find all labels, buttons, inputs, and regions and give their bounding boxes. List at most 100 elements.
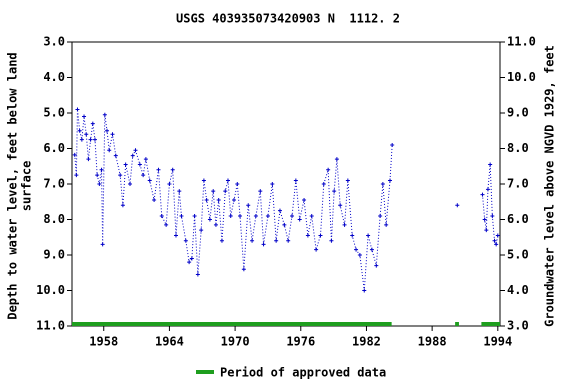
data-point xyxy=(95,173,100,178)
x-tick-label: 1976 xyxy=(286,335,315,349)
data-point xyxy=(384,222,389,227)
y-tick-label: 3.0 xyxy=(43,35,65,49)
data-point xyxy=(494,242,499,247)
data-point xyxy=(305,233,310,238)
y2-tick-label: 3.0 xyxy=(507,319,529,333)
data-point xyxy=(290,213,295,218)
data-point xyxy=(480,192,485,197)
data-point xyxy=(354,247,359,252)
y-tick-label: 6.0 xyxy=(43,141,65,155)
data-point xyxy=(97,182,102,186)
data-point xyxy=(485,187,490,192)
data-point xyxy=(495,233,500,238)
legend-label: Period of approved data xyxy=(220,366,386,380)
data-point xyxy=(99,167,104,172)
plot-frame xyxy=(71,41,501,327)
data-point xyxy=(159,213,164,218)
data-point xyxy=(357,253,362,257)
data-point xyxy=(387,178,392,183)
data-point xyxy=(167,182,172,186)
data-point xyxy=(123,162,128,167)
x-tick-label: 1958 xyxy=(89,335,118,349)
data-point xyxy=(133,148,138,153)
data-point xyxy=(216,197,221,202)
data-point xyxy=(141,173,146,178)
data-point xyxy=(228,213,233,218)
y-tick-label: 4.0 xyxy=(43,70,65,84)
y2-tick-label: 4.0 xyxy=(507,283,529,297)
data-point xyxy=(302,197,307,202)
data-point xyxy=(173,233,178,238)
data-point xyxy=(207,217,212,222)
data-point xyxy=(455,203,460,208)
data-point xyxy=(232,197,237,202)
data-point xyxy=(110,132,115,137)
data-point xyxy=(261,242,266,247)
data-point xyxy=(488,162,493,167)
data-point xyxy=(492,238,497,243)
data-point xyxy=(334,157,339,162)
data-point xyxy=(102,112,107,117)
data-point xyxy=(223,189,228,194)
data-point xyxy=(187,260,192,265)
approved-period xyxy=(481,322,500,326)
x-tick-label: 1988 xyxy=(418,335,447,349)
data-point xyxy=(82,114,87,119)
data-point xyxy=(286,238,291,243)
data-point xyxy=(211,189,216,194)
data-point xyxy=(84,132,89,137)
data-point xyxy=(152,197,157,202)
data-point xyxy=(72,152,77,157)
data-point xyxy=(482,217,487,222)
data-point xyxy=(484,228,489,233)
data-point xyxy=(258,189,263,194)
data-point xyxy=(189,256,194,261)
data-point xyxy=(137,162,142,167)
y-tick-label: 11.0 xyxy=(36,319,65,333)
data-point xyxy=(490,213,495,218)
y2-tick-label: 8.0 xyxy=(507,141,529,155)
data-point xyxy=(250,238,255,243)
y-axis-label: Depth to water level, feet below land xyxy=(6,52,20,319)
x-tick-label: 1994 xyxy=(483,335,512,349)
data-point xyxy=(105,128,110,133)
data-point xyxy=(143,157,148,162)
data-point xyxy=(100,242,105,247)
data-point xyxy=(192,213,197,218)
y2-tick-label: 7.0 xyxy=(507,177,529,191)
data-point xyxy=(183,238,188,243)
y-tick-label: 7.0 xyxy=(43,177,65,191)
data-point xyxy=(362,288,367,293)
data-point xyxy=(204,197,209,202)
data-point xyxy=(282,222,287,227)
data-point xyxy=(92,137,97,142)
data-point xyxy=(201,178,206,183)
data-point xyxy=(199,228,204,233)
data-point xyxy=(79,137,84,142)
y2-tick-label: 10.0 xyxy=(507,70,536,84)
data-point xyxy=(164,222,169,227)
data-point xyxy=(345,178,350,183)
x-tick-label: 1964 xyxy=(155,335,184,349)
data-point xyxy=(342,222,347,227)
data-point xyxy=(326,167,331,172)
data-point xyxy=(75,107,80,112)
y2-axis-label: Groundwater level above NGVD 1929, feet xyxy=(543,45,557,327)
data-point xyxy=(318,233,323,238)
data-point xyxy=(113,153,118,158)
data-point xyxy=(378,213,383,218)
data-point xyxy=(374,263,379,268)
data-point xyxy=(238,213,243,218)
y-tick-label: 10.0 xyxy=(36,283,65,297)
data-point xyxy=(366,233,371,238)
data-point xyxy=(177,189,182,194)
y2-tick-label: 11.0 xyxy=(507,35,536,49)
data-point xyxy=(274,238,279,243)
data-point xyxy=(74,173,79,178)
y-tick-label: 9.0 xyxy=(43,248,65,262)
data-point xyxy=(225,178,230,183)
data-point xyxy=(277,208,282,213)
data-point xyxy=(246,203,251,208)
data-point xyxy=(86,157,91,162)
data-point xyxy=(195,272,200,277)
